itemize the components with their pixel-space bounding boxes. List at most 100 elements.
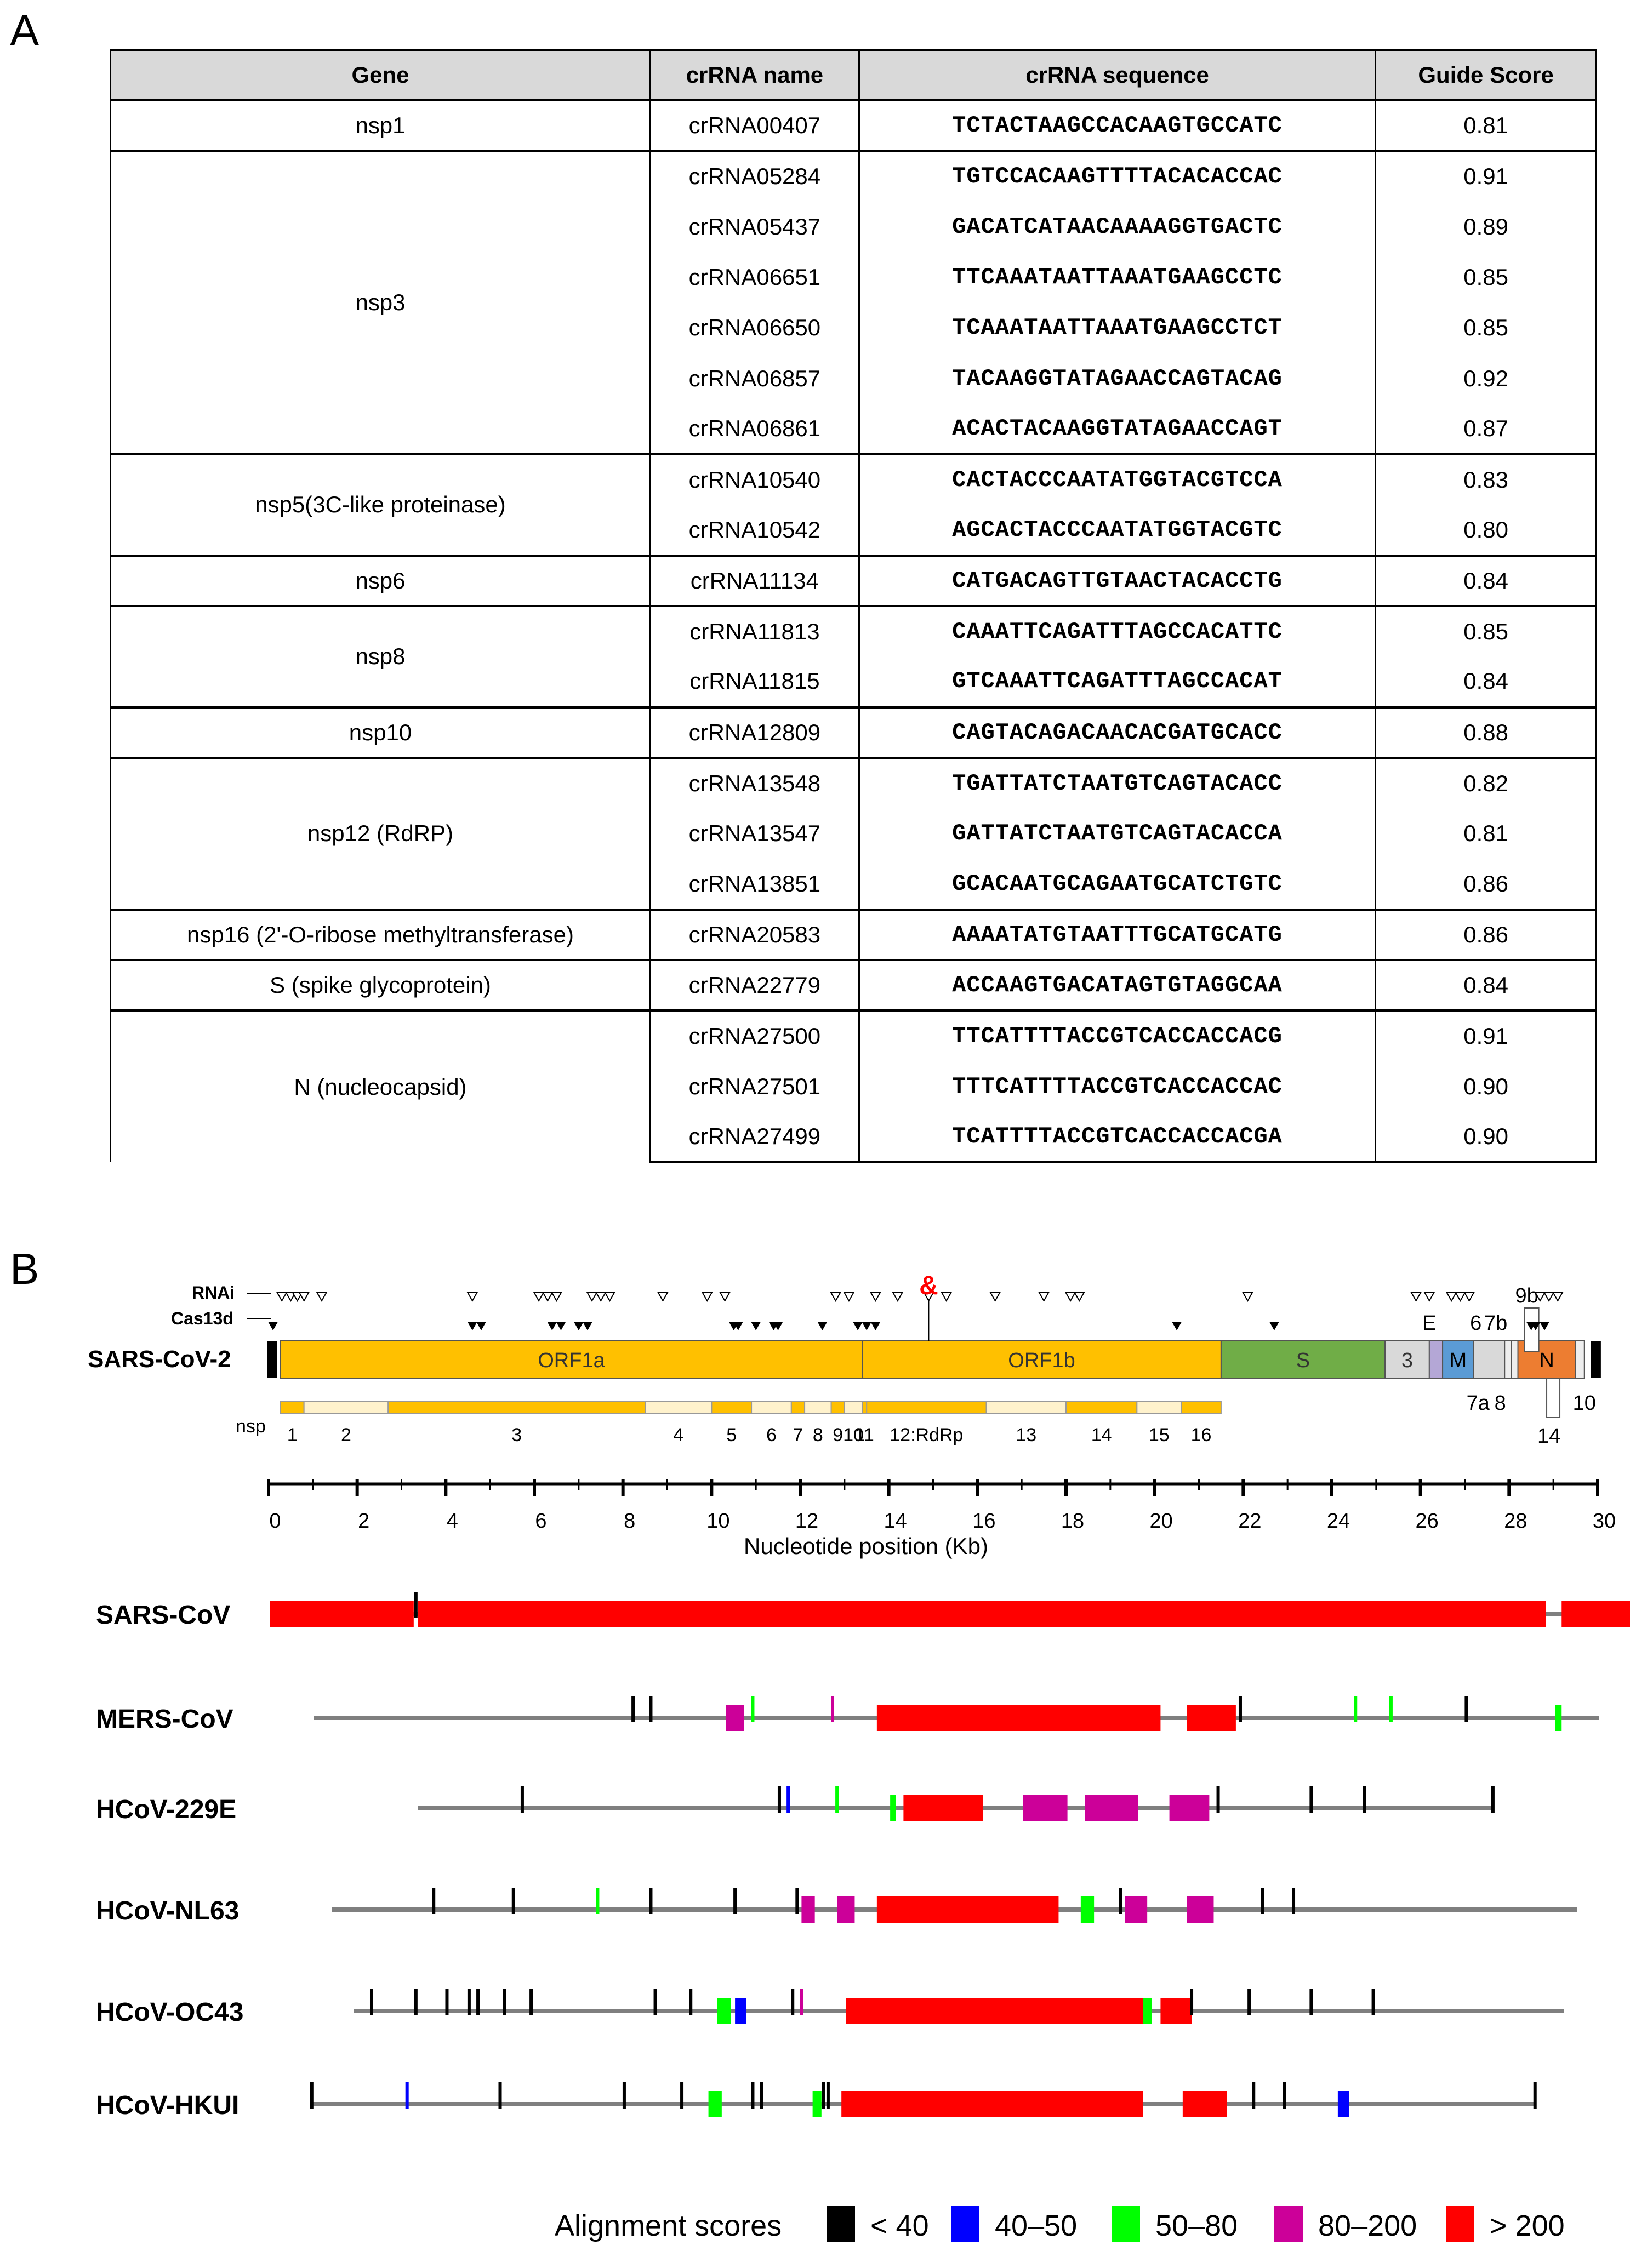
gene-label: 3 [1401,1349,1413,1372]
table-row: crRNA06651 TTCAAATAATTAAATGAAGCCTC 0.85 [111,252,1597,303]
alignment-block [837,1896,855,1923]
x-tick-label: 24 [1327,1510,1350,1533]
crrna-name-cell: crRNA13851 [649,859,860,910]
small-gene-label: E [1422,1312,1436,1335]
table-row: crRNA06650 TCAAATAATTAAATGAAGCCTCT 0.85 [111,302,1597,353]
sequence-cell: CATGACAGTTGTAACTACACCTG [858,554,1377,606]
accessory-box [1511,1340,1519,1379]
nsp-box [751,1401,792,1414]
crrna-name-cell: crRNA06857 [649,353,860,404]
alignment-tick [310,2082,314,2109]
table-row: crRNA05437 GACATCATAACAAAAGGTGACTC 0.89 [111,201,1597,252]
rnai-site [989,1292,1001,1302]
table-row: N (nucleocapsid) crRNA27500 TTCATTTTACCGTC… [110,1009,1597,1163]
x-tick-label: 2 [358,1510,369,1533]
alignment-tick [1354,1696,1358,1722]
alignment-block [708,2091,722,2117]
rnai-site [316,1292,328,1302]
nsp-box [1065,1401,1138,1414]
genome-right-cap [1591,1341,1601,1378]
sequence-cell: TCATTTTACCGTCACCACCACGA [858,1111,1377,1164]
guide-score-cell: 0.84 [1375,554,1597,606]
cas13d-site [268,1322,278,1330]
sequence-cell: GACATCATAACAAAAGGTGACTC [858,201,1377,252]
alignment-block [876,1705,1161,1731]
alignment-tick [414,1592,418,1618]
table-row: crRNA11815 GTCAAATTCAGATTTAGCCACAT 0.84 [111,656,1597,707]
track-name: SARS-CoV [96,1601,230,1630]
alignment-tick [476,1989,480,2015]
gene-box [280,1340,863,1379]
alignment-tick [822,2082,825,2109]
nsp-box [645,1401,713,1414]
cas13d-site [1269,1322,1279,1330]
alignment-tick [511,1888,515,1914]
crrna-name-cell: crRNA27500 [649,1009,860,1061]
small-gene-label: 7b [1484,1312,1507,1335]
crrna-name-cell: crRNA05284 [649,150,860,202]
nsp-box [844,1401,863,1414]
alignment-tick [1533,2082,1537,2109]
rnai-site [542,1292,554,1302]
alignment-tick [405,2082,409,2109]
nsp-box [804,1401,832,1414]
gene-box [1442,1340,1474,1379]
nsp-box [303,1401,389,1414]
sequence-cell: ACACTACAAGGTATAGAACCAGT [858,403,1377,455]
alignment-tick [649,1888,653,1914]
alignment-block [1143,1998,1152,2024]
legend-swatch [1112,2206,1140,2242]
nsp-number: 2 [341,1425,351,1446]
table-row: nsp10 crRNA12809 CAGTACAGACAACACGATGCACC 0.… [110,706,1597,758]
cas13d-label: Cas13d [171,1309,233,1328]
nsp-number: 12:RdRp [890,1425,963,1446]
sequence-cell: TGATTATCTAATGTCAGTACACC [858,756,1377,809]
header-crrna-sequence: crRNA sequence [858,49,1377,101]
alignment-block [876,1896,1059,1923]
x-tick-label: 4 [447,1510,458,1533]
alignment-block [1085,1795,1138,1821]
small-gene-label: 7a [1467,1392,1490,1415]
gene-cell: nsp10 [110,706,651,758]
guide-score-cell: 0.80 [1375,505,1597,556]
nsp-label: nsp [236,1416,266,1437]
accessory-box [1504,1340,1512,1379]
sequence-cell: GTCAAATTCAGATTTAGCCACAT [858,656,1377,707]
nsp-number: 13 [1016,1425,1036,1446]
accessory-box [1575,1340,1585,1379]
rnai-site [1463,1292,1475,1302]
nsp-box [1181,1401,1222,1414]
nsp-box [711,1401,753,1414]
alignment-block [1080,1896,1095,1923]
rnai-site [1543,1292,1555,1302]
small-gene-label: 6 [1470,1312,1481,1335]
alignment-tick [622,2082,626,2109]
table-row: crRNA27499 TCATTTTACCGTCACCACCACGA 0.90 [111,1111,1597,1164]
rnai-site [595,1292,607,1302]
alignment-tick [1238,1696,1242,1722]
legend-swatch [1446,2206,1474,2242]
nsp-box [1136,1401,1182,1414]
cas13d-site [1540,1322,1549,1330]
guide-score-cell: 0.87 [1375,403,1597,455]
gene-cell: nsp5(3C-like proteinase) [110,453,651,556]
alignment-tick [800,1989,803,2015]
orf9b-box [1524,1307,1540,1352]
alignment-block [841,2091,1143,2117]
panel-a-letter: A [10,6,39,55]
cas13d-site [476,1322,486,1330]
rnai-site [586,1292,598,1302]
alignment-tick [1292,1888,1296,1914]
alignment-block [846,1998,1148,2024]
crrna-name-cell: crRNA06651 [649,252,860,303]
guide-score-cell: 0.86 [1375,908,1597,961]
sequence-cell: TACAAGGTATAGAACCAGTACAG [858,353,1377,404]
cas13d-site [1530,1322,1541,1330]
gene-box [1428,1340,1444,1379]
alignment-tick [1190,1989,1194,2015]
sequence-cell: ACCAAGTGACATAGTGTAGGCAA [858,959,1377,1011]
table-row: S (spike glycoprotein) crRNA22779 ACCAAGTG… [110,959,1597,1011]
legend-label: < 40 [870,2209,929,2242]
gene-label: M [1450,1349,1467,1372]
legend-label: 40–50 [995,2209,1077,2242]
